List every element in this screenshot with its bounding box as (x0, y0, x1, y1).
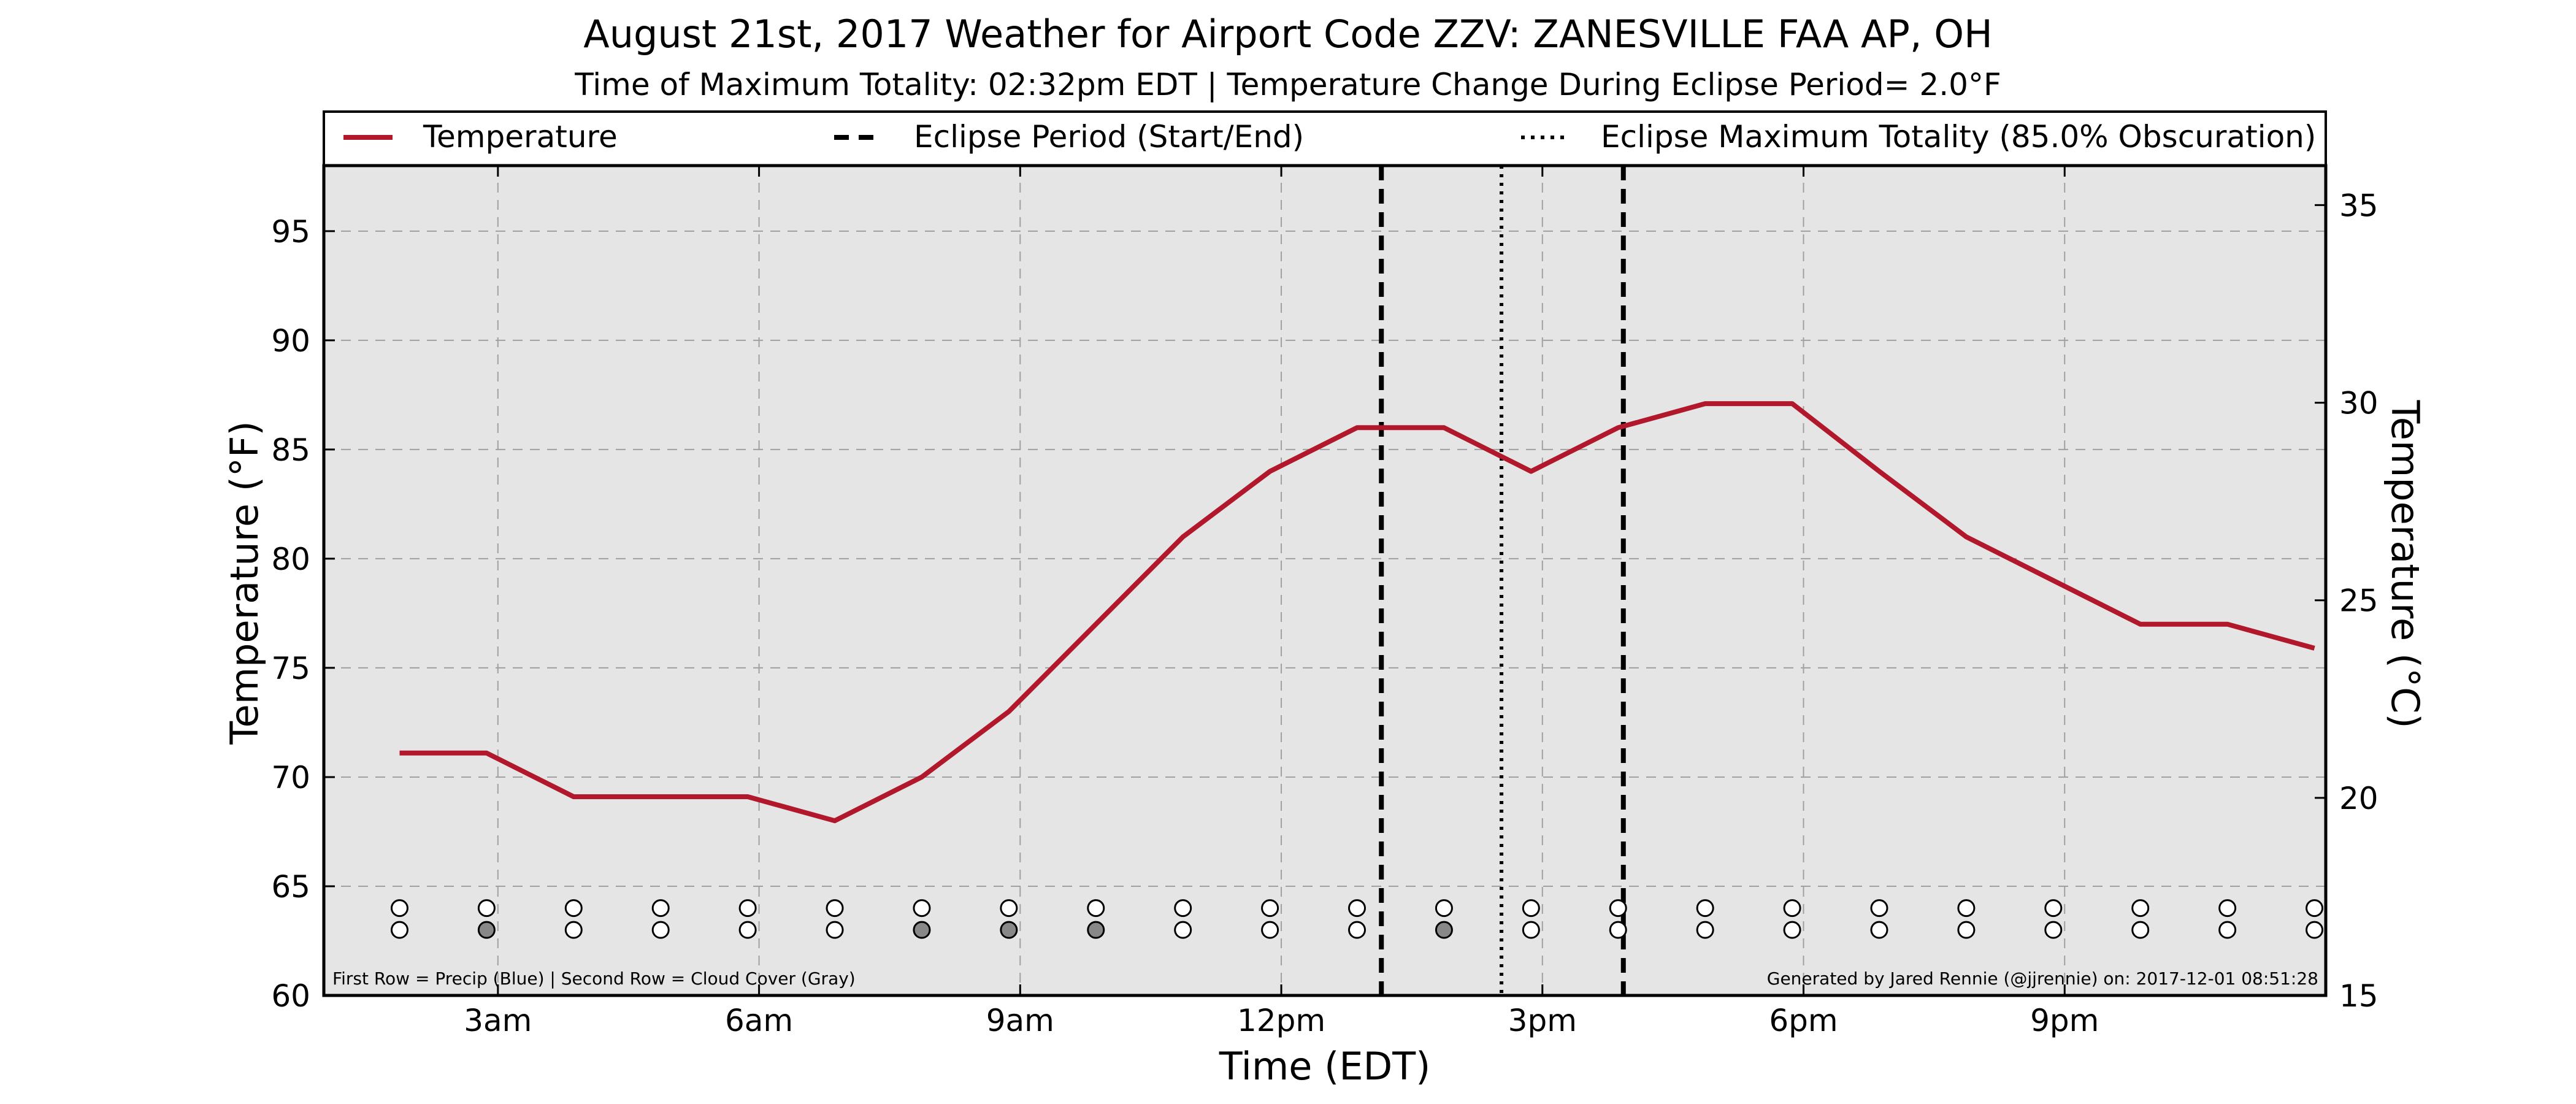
y-tick-label: 95 (271, 214, 310, 250)
y-axis-ticks: 60 65 70 75 80 85 90 95 (271, 214, 335, 1014)
cloud-cover-marker (1522, 921, 1540, 939)
y-tick-label: 80 (271, 542, 310, 577)
cloud-cover-marker (1696, 921, 1714, 939)
precip-marker (1435, 899, 1453, 918)
legend-frame (323, 110, 2327, 167)
precip-marker (651, 899, 670, 918)
x-tick-label: 6am (725, 1003, 793, 1038)
precip-marker (1957, 899, 1976, 918)
cloud-cover-marker (2218, 921, 2237, 939)
y-right-tick-label: 25 (2339, 583, 2379, 619)
cloud-cover-marker (826, 921, 844, 939)
eclipse-lines (1379, 166, 1626, 995)
x-tick-label: 12pm (1237, 1003, 1325, 1038)
cloud-cover-marker (1000, 921, 1018, 939)
y-right-tick-label: 35 (2339, 188, 2379, 223)
precip-marker (1174, 899, 1192, 918)
chart-title: August 21st, 2017 Weather for Airport Co… (583, 12, 1992, 56)
precip-marker (1522, 899, 1540, 918)
precip-marker (2044, 899, 2063, 918)
precip-marker (913, 899, 931, 918)
precip-marker (1696, 899, 1714, 918)
cloud-cover-marker (390, 921, 408, 939)
precip-marker (2218, 899, 2237, 918)
grid (324, 166, 2326, 995)
y-tick-label: 90 (271, 323, 310, 359)
cloud-cover-marker (1174, 921, 1192, 939)
cloud-cover-marker (477, 921, 496, 939)
y-tick-label: 65 (271, 869, 310, 905)
cloud-cover-marker (738, 921, 757, 939)
x-tick-label: 9am (986, 1003, 1054, 1038)
legend-eclipse-max-label: Eclipse Maximum Totality (85.0% Obscurat… (1601, 119, 2316, 155)
cloud-cover-marker (1087, 921, 1105, 939)
y-axis-label: Temperature (°F) (222, 421, 267, 745)
cloud-cover-marker (1348, 921, 1367, 939)
legend-eclipse-period-label: Eclipse Period (Start/End) (914, 119, 1304, 155)
precip-marker (1783, 899, 1801, 918)
cloud-cover-marker (1783, 921, 1801, 939)
precip-marker (826, 899, 844, 918)
y-tick-label: 75 (271, 651, 310, 686)
x-tick-label: 9pm (2030, 1003, 2099, 1038)
precip-marker (1348, 899, 1367, 918)
cloud-cover-marker (564, 921, 583, 939)
footnote-left: First Row = Precip (Blue) | Second Row =… (332, 968, 856, 989)
precip-marker (2306, 899, 2324, 918)
legend: Temperature Eclipse Period (Start/End) E… (323, 110, 2327, 167)
y-tick-label: 70 (271, 760, 310, 795)
cloud-cover-marker (1870, 921, 1888, 939)
x-tick-label: 3pm (1508, 1003, 1577, 1038)
footnote-right: Generated by Jared Rennie (@jjrennie) on… (1767, 968, 2318, 989)
cloud-cover-marker (1957, 921, 1976, 939)
temperature-series (399, 401, 2315, 824)
cloud-cover-marker (651, 921, 670, 939)
y-right-tick-label: 30 (2339, 386, 2379, 421)
cloud-cover-marker (913, 921, 931, 939)
x-axis-label: Time (EDT) (1219, 1044, 1431, 1089)
cloud-cover-marker (1435, 921, 1453, 939)
precip-marker (1261, 899, 1279, 918)
cloud-cover-marker (2306, 921, 2324, 939)
x-axis-ticks: 3am 6am 9am 12pm 3pm 6pm 9pm (464, 166, 2099, 1038)
precip-marker (1870, 899, 1888, 918)
x-tick-label: 6pm (1769, 1003, 1838, 1038)
legend-temperature-label: Temperature (423, 119, 618, 155)
cloud-cover-marker (2044, 921, 2063, 939)
precip-marker (1000, 899, 1018, 918)
y-axis-right-label: Temperature (°C) (2383, 399, 2428, 728)
y-right-tick-label: 15 (2339, 978, 2379, 1014)
plot-area (324, 166, 2326, 995)
plot-frame (322, 164, 2328, 997)
y-right-tick-label: 20 (2339, 781, 2379, 816)
precip-marker (564, 899, 583, 918)
y-tick-label: 85 (271, 432, 310, 468)
precip-marker (2131, 899, 2150, 918)
precip-marker (1087, 899, 1105, 918)
precip-marker (477, 899, 496, 918)
cloud-cover-marker (2131, 921, 2150, 939)
chart-subtitle: Time of Maximum Totality: 02:32pm EDT | … (574, 67, 2001, 102)
precip-marker (390, 899, 408, 918)
precip-marker (1609, 899, 1627, 918)
temperature-line (399, 401, 2315, 824)
precip-marker (738, 899, 757, 918)
cloud-cover-marker (1609, 921, 1627, 939)
cloud-cover-marker (1261, 921, 1279, 939)
x-tick-label: 3am (464, 1003, 532, 1038)
y-axis-right-ticks: 15 20 25 30 35 (2315, 188, 2379, 1014)
precip-cloud-markers (390, 899, 2324, 939)
y-tick-label: 60 (271, 978, 310, 1014)
